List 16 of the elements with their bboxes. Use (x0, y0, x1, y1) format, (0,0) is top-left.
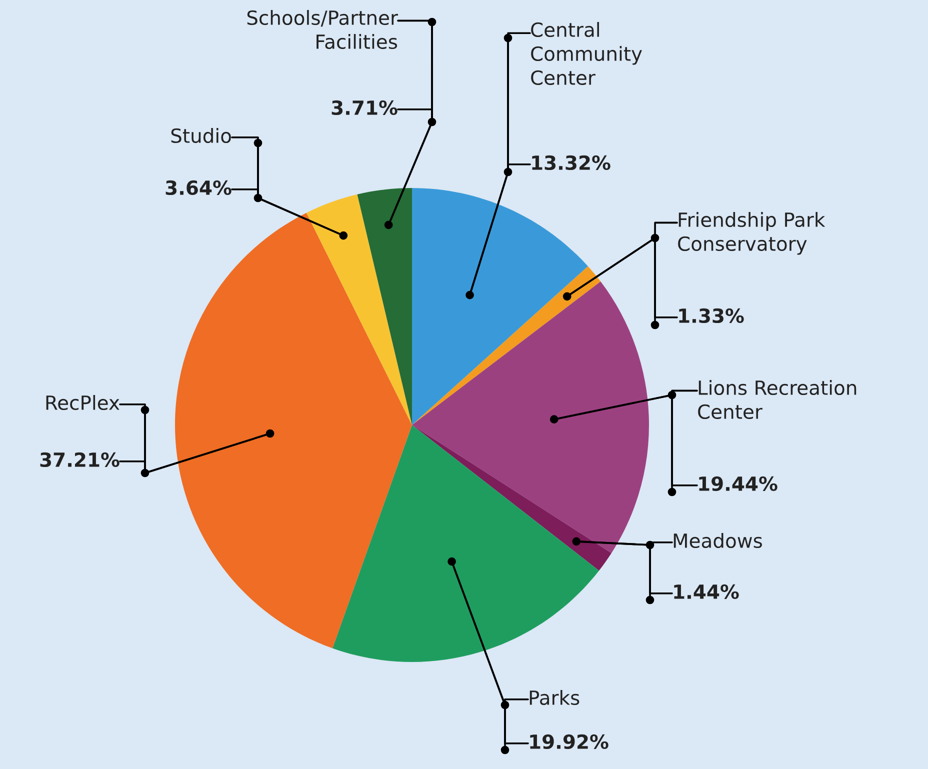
data-label: 3.64% (166, 180, 232, 196)
slice-label: Central Community Center (531, 22, 642, 86)
slice-label: Meadows (674, 533, 762, 548)
slice-label: RecPlex (46, 395, 120, 410)
slice-label: Friendship Park Conservatory (678, 212, 826, 255)
data-label: 37.21% (40, 452, 120, 468)
data-label: 1.33% (679, 308, 744, 324)
slice-label: Lions Recreation Center (698, 380, 856, 420)
slice-label: Schools/Partner Facilities (247, 10, 398, 50)
data-label: 3.71% (332, 100, 398, 116)
data-label: 19.44% (699, 476, 778, 492)
data-label: 19.92% (530, 734, 608, 750)
slice-label: Parks (530, 690, 580, 706)
data-label: 1.44% (674, 584, 739, 600)
data-label: 13.32% (532, 155, 610, 170)
slice-label: Studio (171, 128, 231, 144)
